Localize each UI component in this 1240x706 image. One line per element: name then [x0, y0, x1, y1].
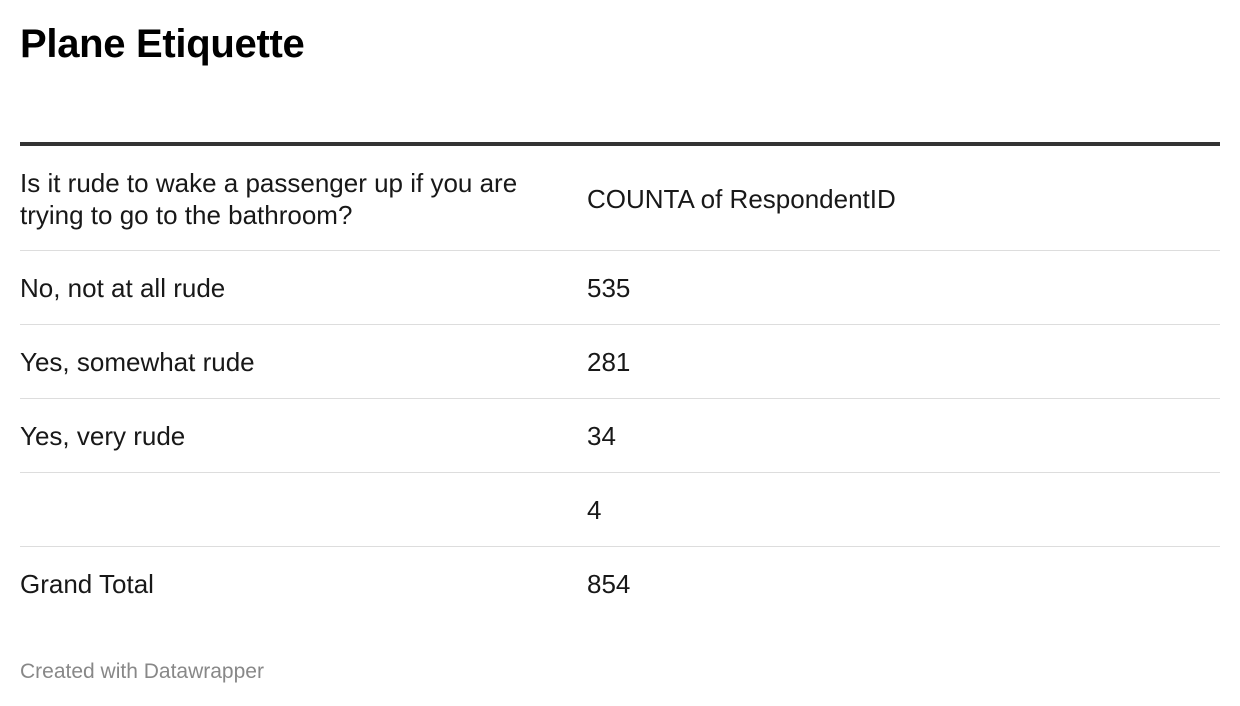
- row-value: 34: [587, 420, 616, 451]
- chart-title: Plane Etiquette: [20, 22, 305, 66]
- row-label: No, not at all rude: [20, 272, 226, 303]
- row-value: 535: [587, 272, 631, 303]
- table-row: Yes, very rude 34: [20, 399, 1220, 473]
- table-row: 4: [20, 473, 1220, 547]
- column-header-count: COUNTA of RespondentID: [587, 184, 896, 214]
- table-row-total: Grand Total 854: [20, 547, 1220, 620]
- row-label: Grand Total: [20, 568, 154, 599]
- table-header-row: Is it rude to wake a passenger up if you…: [20, 146, 1220, 251]
- row-value: 281: [587, 346, 631, 377]
- table-row: Yes, somewhat rude 281: [20, 325, 1220, 399]
- row-label: Yes, very rude: [20, 420, 186, 451]
- data-table: Is it rude to wake a passenger up if you…: [20, 142, 1220, 620]
- row-value: 4: [587, 494, 602, 525]
- column-header-question: Is it rude to wake a passenger up if you…: [20, 168, 518, 230]
- table-row: No, not at all rude 535: [20, 251, 1220, 325]
- attribution-footer: Created with Datawrapper: [20, 660, 264, 683]
- row-value: 854: [587, 568, 631, 599]
- row-label: Yes, somewhat rude: [20, 346, 255, 377]
